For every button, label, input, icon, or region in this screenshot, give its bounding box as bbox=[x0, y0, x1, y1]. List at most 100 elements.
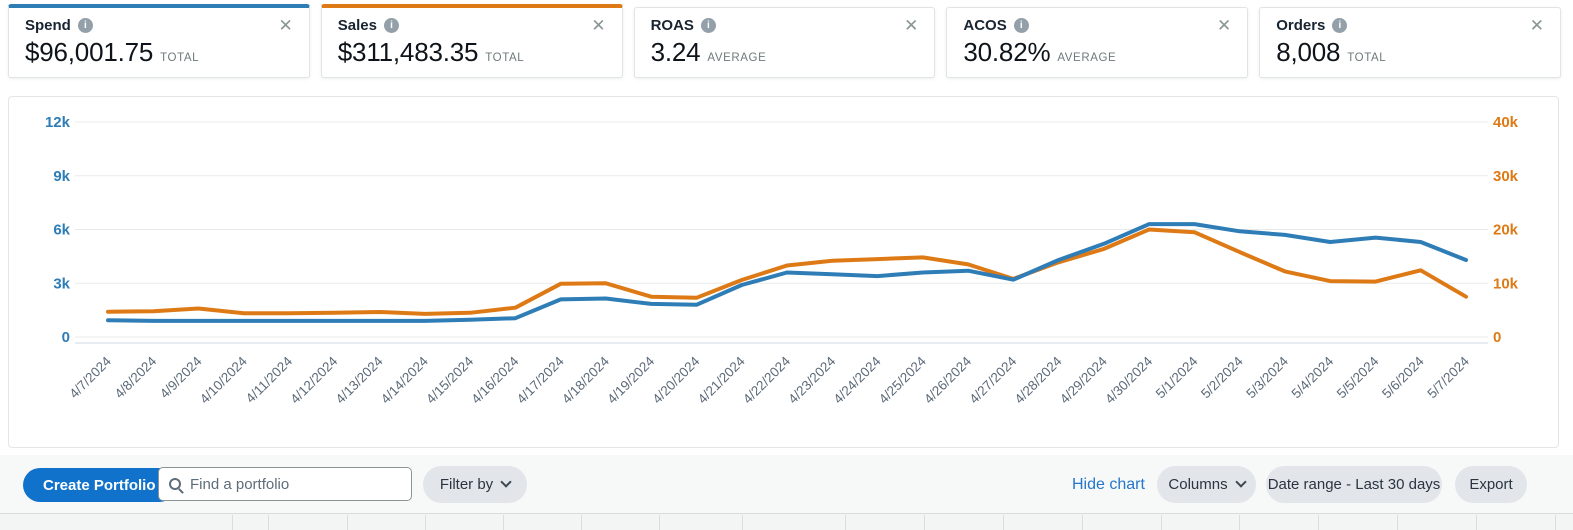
x-axis-date-label: 4/30/2024 bbox=[1102, 353, 1155, 406]
info-icon[interactable] bbox=[77, 18, 93, 33]
x-axis-date-label: 4/17/2024 bbox=[514, 353, 567, 406]
x-axis-date-label: 4/7/2024 bbox=[66, 353, 114, 401]
left-axis-tick: 3k bbox=[53, 275, 70, 292]
chart-panel: 0 0 3k 10k 6k 20k 9k 30k 12k 40k 4/7/2024 4/8/2024 4… bbox=[8, 96, 1559, 448]
column-divider bbox=[232, 515, 233, 530]
x-axis-date-label: 5/4/2024 bbox=[1289, 353, 1337, 401]
hide-chart-link[interactable]: Hide chart bbox=[1072, 476, 1145, 493]
x-axis-date-label: 4/22/2024 bbox=[740, 353, 793, 406]
sales-line bbox=[106, 227, 1468, 316]
column-divider bbox=[581, 515, 582, 530]
x-axis-date-label: 5/7/2024 bbox=[1424, 353, 1472, 401]
metric-value: 3.24 bbox=[650, 37, 701, 67]
column-divider bbox=[1003, 515, 1004, 530]
close-icon[interactable] bbox=[1530, 17, 1544, 34]
column-divider bbox=[503, 515, 504, 530]
chevron-down-icon bbox=[500, 476, 512, 488]
metric-label: ROAS bbox=[650, 17, 694, 34]
x-axis-date-label: 4/19/2024 bbox=[604, 353, 657, 406]
export-button[interactable]: Export bbox=[1455, 466, 1527, 503]
filter-by-label: Filter by bbox=[439, 476, 494, 493]
columns-button[interactable]: Columns bbox=[1157, 466, 1256, 503]
right-axis-tick: 10k bbox=[1493, 275, 1519, 292]
metric-unit: AVERAGE bbox=[1057, 52, 1117, 64]
x-axis-date-label: 5/3/2024 bbox=[1243, 353, 1291, 401]
column-divider bbox=[347, 515, 348, 530]
x-axis-date-label: 4/13/2024 bbox=[333, 353, 386, 406]
x-axis-date-label: 4/29/2024 bbox=[1057, 353, 1110, 406]
portfolio-table-header bbox=[0, 513, 1573, 530]
x-axis-date-label: 4/8/2024 bbox=[112, 353, 160, 401]
x-axis-date-label: 4/20/2024 bbox=[650, 353, 703, 406]
right-axis-tick: 20k bbox=[1493, 222, 1519, 239]
metric-unit: AVERAGE bbox=[707, 52, 767, 64]
x-axis-date-label: 5/6/2024 bbox=[1379, 353, 1427, 401]
close-icon[interactable] bbox=[591, 17, 605, 34]
columns-label: Columns bbox=[1168, 476, 1228, 493]
column-divider bbox=[1239, 515, 1240, 530]
metric-value: 30.82% bbox=[963, 37, 1051, 67]
metric-cards-row: Spend $96,001.75 TOTAL Sales $311,483.35… bbox=[8, 4, 1561, 78]
info-icon[interactable] bbox=[700, 18, 716, 33]
x-axis-date-label: 5/1/2024 bbox=[1153, 353, 1201, 401]
metric-card-sales: Sales $311,483.35 TOTAL bbox=[320, 4, 623, 78]
search-input[interactable] bbox=[190, 475, 401, 493]
x-axis-date-label: 4/21/2024 bbox=[695, 353, 748, 406]
left-axis-tick: 6k bbox=[53, 222, 70, 239]
right-axis-tick: 30k bbox=[1493, 168, 1519, 185]
column-divider bbox=[1161, 515, 1162, 530]
x-axis-date-label: 4/27/2024 bbox=[966, 353, 1019, 406]
metric-card-orders: Orders 8,008 TOTAL bbox=[1259, 7, 1561, 78]
column-divider bbox=[1082, 515, 1083, 530]
left-axis-tick: 12k bbox=[45, 114, 71, 131]
left-axis-tick: 9k bbox=[53, 168, 70, 185]
close-icon[interactable] bbox=[1217, 17, 1231, 34]
portfolio-search[interactable] bbox=[158, 467, 412, 501]
metric-card-acos: ACOS 30.82% AVERAGE bbox=[946, 7, 1249, 78]
x-axis-date-label: 4/24/2024 bbox=[831, 353, 884, 406]
x-axis-date-label: 4/25/2024 bbox=[876, 353, 929, 406]
x-axis-date-label: 5/2/2024 bbox=[1198, 353, 1246, 401]
column-divider bbox=[845, 515, 846, 530]
chevron-down-icon bbox=[1234, 476, 1247, 488]
date-range-button[interactable]: Date range - Last 30 days bbox=[1266, 466, 1442, 503]
x-axis-date-label: 4/11/2024 bbox=[243, 353, 296, 406]
left-axis-tick: 0 bbox=[62, 329, 70, 346]
spend-line bbox=[106, 222, 1468, 323]
close-icon[interactable] bbox=[904, 17, 918, 34]
right-axis-tick: 40k bbox=[1493, 114, 1519, 131]
metric-unit: TOTAL bbox=[160, 52, 200, 64]
create-portfolio-button[interactable]: Create Portfolio bbox=[23, 468, 176, 502]
x-axis-date-label: 4/15/2024 bbox=[423, 353, 476, 406]
portfolio-toolbar: Create Portfolio Filter by Hide chart Co… bbox=[0, 455, 1573, 513]
x-axis-date-label: 4/18/2024 bbox=[559, 353, 612, 406]
metric-unit: TOTAL bbox=[1347, 52, 1387, 64]
x-axis-date-label: 4/16/2024 bbox=[468, 353, 521, 406]
metric-label: Orders bbox=[1276, 17, 1326, 34]
column-divider bbox=[742, 515, 743, 530]
x-axis-date-label: 4/26/2024 bbox=[921, 353, 974, 406]
metric-card-spend: Spend $96,001.75 TOTAL bbox=[8, 4, 310, 78]
x-axis-date-label: 4/12/2024 bbox=[287, 353, 340, 406]
column-divider bbox=[1476, 515, 1477, 530]
metric-value: $96,001.75 bbox=[25, 37, 154, 67]
metric-label: Sales bbox=[337, 17, 377, 34]
filter-by-button[interactable]: Filter by bbox=[423, 466, 527, 503]
x-axis-date-label: 4/23/2024 bbox=[785, 353, 838, 406]
column-divider bbox=[1555, 515, 1556, 530]
info-icon[interactable] bbox=[1013, 18, 1029, 33]
x-axis-date-label: 4/28/2024 bbox=[1012, 353, 1065, 406]
column-divider bbox=[924, 515, 925, 530]
x-axis-date-label: 4/10/2024 bbox=[197, 353, 250, 406]
close-icon[interactable] bbox=[279, 17, 293, 34]
export-label: Export bbox=[1469, 476, 1513, 493]
column-divider bbox=[659, 515, 660, 530]
info-icon[interactable] bbox=[384, 18, 399, 33]
column-divider bbox=[268, 515, 269, 530]
x-axis-date-label: 5/5/2024 bbox=[1334, 353, 1382, 401]
metric-value: 8,008 bbox=[1276, 37, 1341, 67]
info-icon[interactable] bbox=[1332, 18, 1348, 33]
right-axis-tick: 0 bbox=[1493, 329, 1501, 346]
